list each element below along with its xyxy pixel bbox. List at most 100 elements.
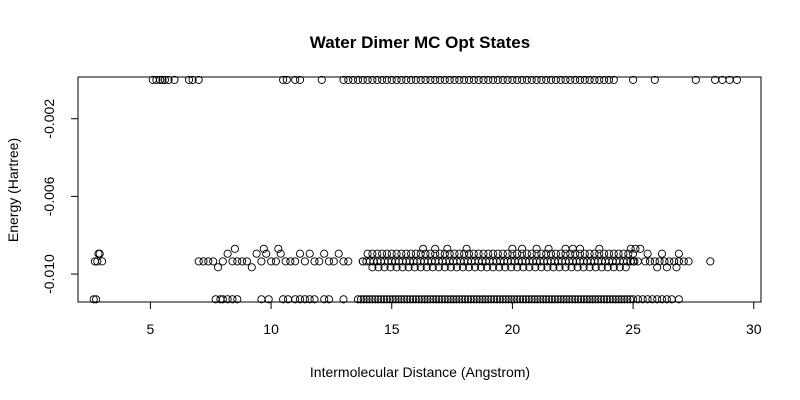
data-point [420, 295, 429, 304]
data-point [419, 244, 428, 253]
data-point [559, 295, 568, 304]
data-point [531, 263, 540, 272]
data-point [408, 295, 418, 304]
data-point [349, 75, 358, 84]
data-point [518, 244, 527, 253]
data-point [458, 263, 467, 272]
data-point [286, 257, 295, 266]
data-point [274, 244, 283, 253]
data-point [170, 75, 179, 84]
data-point [518, 249, 527, 258]
data-point [626, 244, 635, 253]
x-tick-label: 30 [746, 321, 762, 337]
data-point [188, 75, 197, 84]
data-point [392, 263, 401, 272]
data-point [218, 295, 227, 304]
data-point [561, 75, 570, 84]
data-point [507, 295, 516, 304]
data-point [464, 75, 474, 84]
data-point [411, 249, 420, 258]
data-point [228, 257, 237, 266]
data-point [455, 295, 464, 304]
data-point [600, 75, 609, 84]
data-point [411, 295, 420, 304]
data-point [414, 295, 423, 304]
data-point [223, 249, 232, 258]
data-point [571, 295, 580, 304]
data-point [691, 75, 700, 84]
data-point [662, 295, 671, 304]
y-tick-label: -0.002 [41, 99, 57, 139]
data-point [365, 295, 374, 304]
data-point [228, 295, 237, 304]
data-point [585, 295, 594, 304]
data-point [194, 75, 203, 84]
data-point [368, 263, 377, 272]
data-point [532, 244, 541, 253]
data-point [621, 263, 630, 272]
data-point [416, 249, 425, 258]
data-point [478, 295, 487, 304]
data-point [546, 75, 556, 84]
data-point [653, 263, 662, 272]
data-point [536, 295, 545, 304]
data-point [317, 75, 326, 84]
data-point [310, 257, 319, 266]
data-point [291, 257, 300, 266]
data-point [679, 257, 688, 266]
data-point [645, 257, 655, 266]
data-point [614, 249, 623, 258]
data-point [417, 295, 426, 304]
data-point [344, 257, 353, 266]
data-point [474, 75, 483, 84]
x-axis-label: Intermolecular Distance (Angstrom) [310, 364, 530, 380]
data-point [532, 249, 541, 258]
data-point [305, 295, 314, 304]
data-point [368, 75, 377, 84]
data-point [446, 295, 455, 304]
data-point [547, 295, 557, 304]
data-point [204, 257, 213, 266]
x-tick-label: 25 [625, 321, 641, 337]
data-point [591, 295, 600, 304]
data-point [519, 263, 528, 272]
data-point [546, 249, 556, 258]
data-point [582, 295, 591, 304]
data-point [483, 263, 492, 272]
data-point [279, 75, 288, 84]
data-point [484, 75, 493, 84]
data-point [633, 295, 642, 304]
data-point [466, 295, 475, 304]
data-point [636, 244, 645, 253]
data-point [623, 295, 632, 304]
data-point [597, 263, 606, 272]
data-point [588, 295, 597, 304]
data-point [545, 295, 554, 304]
data-point [267, 257, 276, 266]
data-point [233, 257, 242, 266]
data-point [585, 263, 594, 272]
data-point [657, 295, 667, 304]
data-point [555, 263, 564, 272]
data-point [392, 249, 401, 258]
data-point [629, 75, 638, 84]
data-point [508, 75, 517, 84]
data-point [605, 295, 614, 304]
data-point [282, 75, 291, 84]
data-point [619, 249, 628, 258]
data-point [374, 263, 383, 272]
data-point [434, 295, 444, 304]
data-point [238, 257, 247, 266]
data-point [416, 263, 425, 272]
data-point [160, 75, 169, 84]
data-point [363, 249, 372, 258]
data-point [591, 263, 600, 272]
data-point [565, 295, 574, 304]
data-point [479, 249, 488, 258]
data-point [484, 249, 493, 258]
data-point [469, 75, 478, 84]
data-point [566, 249, 575, 258]
data-point [609, 249, 618, 258]
data-point [373, 75, 382, 84]
data-point [402, 249, 411, 258]
